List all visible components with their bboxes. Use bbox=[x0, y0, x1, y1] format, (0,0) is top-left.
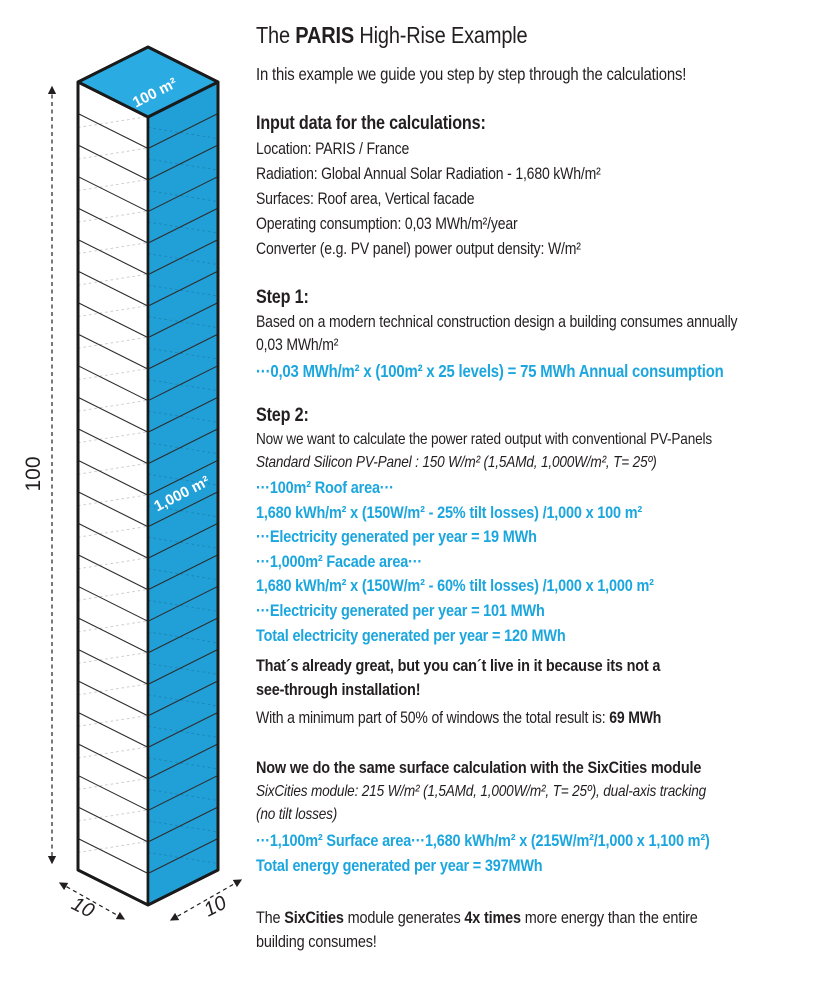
facade-formula: 1,680 kWh/m² x (150W/m² - 60% tilt losse… bbox=[256, 576, 654, 596]
conclusion-line: building consumes! bbox=[256, 932, 377, 952]
input-data-line: Converter (e.g. PV panel) power output d… bbox=[256, 240, 581, 258]
input-data-line: Operating consumption: 0,03 MWh/m²/year bbox=[256, 215, 518, 233]
roof-area-line: ···100m² Roof area··· bbox=[256, 478, 394, 497]
step2-body: Now we want to calculate the power rated… bbox=[256, 431, 712, 448]
left-face bbox=[76, 80, 150, 907]
sixcities-formula: ···1,100m² Surface area···1,680 kWh/m² x… bbox=[256, 831, 710, 851]
input-data-line: Surfaces: Roof area, Vertical facade bbox=[256, 190, 475, 208]
facade-area-line: ···1,000m² Facade area··· bbox=[256, 551, 423, 571]
width-dimension-line bbox=[58, 882, 126, 920]
sixcities-heading: Now we do the same surface calculation w… bbox=[256, 758, 702, 778]
roof-result: ···Electricity generated per year = 19 M… bbox=[256, 527, 537, 547]
depth-label: 10 bbox=[200, 892, 230, 922]
step1-body-line: 0,03 MWh/m² bbox=[256, 336, 339, 354]
text-column: The PARIS High-Rise Example In this exam… bbox=[256, 16, 817, 954]
building-illustration: 100 m² 1,000 m² 100 10 10 bbox=[22, 45, 243, 923]
step2-calculations: ···100m² Roof area··· 1,680 kWh/m² x (15… bbox=[256, 476, 817, 648]
sixcities-total: Total energy generated per year = 397MWh bbox=[256, 855, 543, 875]
building-outline bbox=[76, 45, 220, 907]
input-data-list: Location: PARIS / France Radiation: Globa… bbox=[256, 137, 817, 262]
step1-body-line: Based on a modern technical construction… bbox=[256, 313, 738, 331]
sixcities-spec-line: (no tilt losses) bbox=[256, 806, 338, 824]
caveat-line: That´s already great, but you can´t live… bbox=[256, 656, 661, 676]
step1-formula: ···0,03 MWh/m² x (100m² x 25 levels) = 7… bbox=[256, 361, 724, 381]
depth-dimension-line bbox=[169, 879, 243, 921]
step1-heading: Step 1: bbox=[256, 287, 309, 308]
total-electricity: Total electricity generated per year = 1… bbox=[256, 625, 566, 645]
caveat-statement: That´s already great, but you can´t live… bbox=[256, 654, 817, 702]
page-subtitle: In this example we guide you step by ste… bbox=[256, 64, 687, 84]
conclusion: The SixCities module generates 4x times … bbox=[256, 906, 817, 954]
conclusion-line: The SixCities module generates 4x times … bbox=[256, 908, 698, 928]
sixcities-spec-line: SixCities module: 215 W/m² (1,5AMd, 1,00… bbox=[256, 783, 707, 801]
caveat-line: see-through installation! bbox=[256, 680, 421, 700]
floor-slab-hidden-edges bbox=[77, 116, 219, 864]
input-data-line: Location: PARIS / France bbox=[256, 140, 410, 158]
input-data-heading: Input data for the calculations: bbox=[256, 113, 486, 134]
input-data-line: Radiation: Global Annual Solar Radiation… bbox=[256, 165, 601, 183]
step2-heading: Step 2: bbox=[256, 405, 309, 426]
step2-panel-spec: Standard Silicon PV-Panel : 150 W/m² (1,… bbox=[256, 454, 657, 471]
height-label: 100 bbox=[22, 456, 45, 491]
facade-result: ···Electricity generated per year = 101 … bbox=[256, 600, 545, 620]
roof-formula: 1,680 kWh/m² x (150W/m² - 25% tilt losse… bbox=[256, 502, 643, 522]
floor-lines bbox=[77, 113, 219, 874]
width-label: 10 bbox=[68, 893, 98, 923]
page-title: The PARIS High-Rise Example bbox=[256, 22, 528, 48]
windows-note: With a minimum part of 50% of windows th… bbox=[256, 709, 662, 728]
